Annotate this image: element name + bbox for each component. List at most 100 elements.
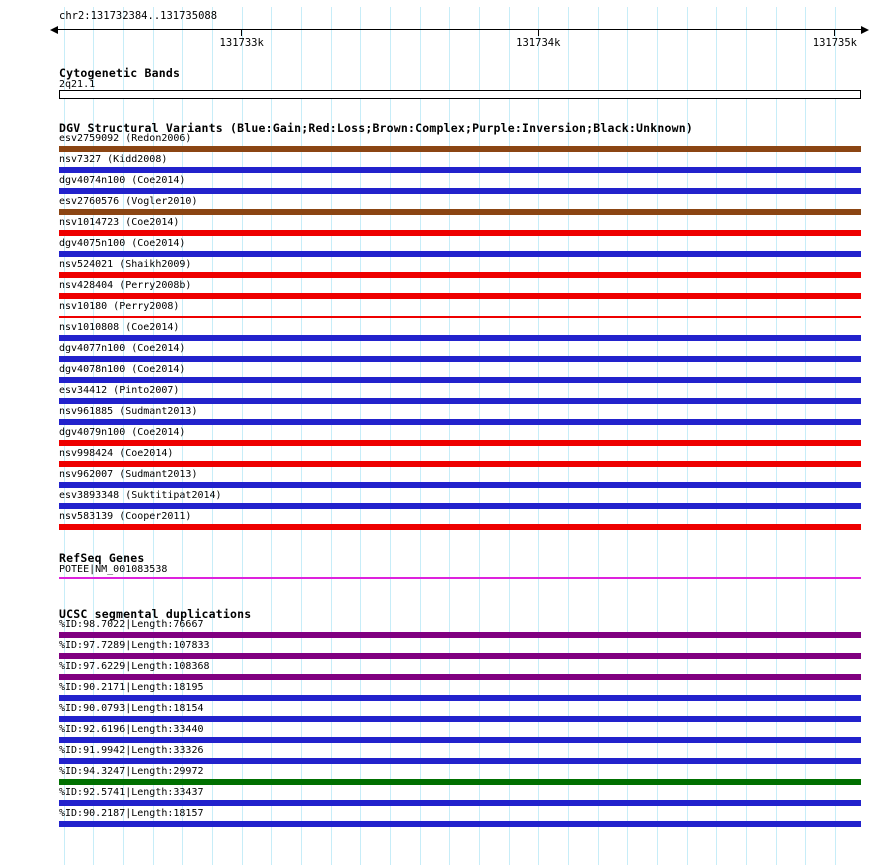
- segdup-feature-row: %ID:92.6196|Length:33440: [59, 724, 861, 745]
- dgv-feature-label[interactable]: dgv4075n100 (Coe2014): [59, 238, 186, 249]
- segdup-feature-bar[interactable]: [59, 695, 861, 701]
- dgv-feature-label[interactable]: nsv428404 (Perry2008b): [59, 280, 192, 291]
- dgv-feature-bar[interactable]: [59, 503, 861, 509]
- segdup-feature-label[interactable]: %ID:97.7289|Length:107833: [59, 640, 210, 651]
- dgv-feature-label[interactable]: esv3893348 (Suktitipat2014): [59, 490, 222, 501]
- dgv-feature-bar[interactable]: [59, 188, 861, 194]
- dgv-feature-bar[interactable]: [59, 316, 861, 318]
- dgv-feature-label[interactable]: nsv998424 (Coe2014): [59, 448, 174, 459]
- dgv-feature-label[interactable]: nsv7327 (Kidd2008): [59, 154, 168, 165]
- dgv-feature-bar[interactable]: [59, 230, 861, 236]
- gene-label[interactable]: POTEE|NM_001083538: [59, 564, 168, 575]
- dgv-feature-row: dgv4078n100 (Coe2014): [59, 364, 861, 385]
- dgv-feature-label[interactable]: esv34412 (Pinto2007): [59, 385, 180, 396]
- dgv-feature-bar[interactable]: [59, 461, 861, 467]
- dgv-feature-label[interactable]: esv2760576 (Vogler2010): [59, 196, 198, 207]
- segdup-feature-bar[interactable]: [59, 800, 861, 806]
- dgv-feature-bar[interactable]: [59, 419, 861, 425]
- gridline: [568, 7, 569, 865]
- gridline: [775, 7, 777, 865]
- segdup-feature-row: %ID:90.2171|Length:18195: [59, 682, 861, 703]
- segdup-feature-label[interactable]: %ID:94.3247|Length:29972: [59, 766, 204, 777]
- ruler-tick: [537, 29, 539, 36]
- segdup-feature-bar[interactable]: [59, 674, 861, 680]
- gridline: [597, 7, 599, 865]
- dgv-feature-label[interactable]: nsv962007 (Sudmant2013): [59, 469, 198, 480]
- segdup-feature-bar[interactable]: [59, 821, 861, 827]
- dgv-feature-row: nsv961885 (Sudmant2013): [59, 406, 861, 427]
- gridline: [241, 7, 243, 865]
- dgv-feature-bar[interactable]: [59, 272, 861, 278]
- segdup-feature-label[interactable]: %ID:97.6229|Length:108368: [59, 661, 210, 672]
- dgv-feature-label[interactable]: esv2759092 (Redon2006): [59, 133, 192, 144]
- gridline: [805, 7, 807, 865]
- dgv-feature-label[interactable]: nsv524021 (Shaikh2009): [59, 259, 192, 270]
- segdup-feature-bar[interactable]: [59, 758, 861, 764]
- dgv-feature-row: nsv998424 (Coe2014): [59, 448, 861, 469]
- dgv-feature-label[interactable]: nsv961885 (Sudmant2013): [59, 406, 198, 417]
- segdup-feature-bar[interactable]: [59, 653, 861, 659]
- segdup-feature-row: %ID:97.6229|Length:108368: [59, 661, 861, 682]
- dgv-feature-bar[interactable]: [59, 482, 861, 488]
- dgv-feature-bar[interactable]: [59, 167, 861, 173]
- gridline: [271, 7, 273, 865]
- segdup-feature-bar[interactable]: [59, 737, 861, 743]
- region-coordinates: chr2:131732384..131735088: [59, 10, 218, 22]
- gene-glyph[interactable]: [59, 577, 861, 579]
- dgv-feature-bar[interactable]: [59, 398, 861, 404]
- gridline: [686, 7, 688, 865]
- dgv-feature-bar[interactable]: [59, 146, 861, 152]
- dgv-feature-label[interactable]: nsv1014723 (Coe2014): [59, 217, 180, 228]
- dgv-feature-bar[interactable]: [59, 524, 861, 530]
- dgv-feature-label[interactable]: nsv10180 (Perry2008): [59, 301, 180, 312]
- cytoband-glyph[interactable]: [59, 90, 861, 99]
- segdup-feature-label[interactable]: %ID:91.9942|Length:33326: [59, 745, 204, 756]
- segdup-tracks: %ID:98.7022|Length:76667 %ID:97.7289|Leng…: [59, 619, 861, 829]
- gridline: [716, 7, 718, 865]
- dgv-feature-bar[interactable]: [59, 209, 861, 215]
- dgv-feature-row: dgv4075n100 (Coe2014): [59, 238, 861, 259]
- dgv-feature-label[interactable]: nsv1010808 (Coe2014): [59, 322, 180, 333]
- dgv-feature-bar[interactable]: [59, 440, 861, 446]
- gridline: [449, 7, 451, 865]
- dgv-feature-bar[interactable]: [59, 335, 861, 341]
- dgv-feature-label[interactable]: dgv4079n100 (Coe2014): [59, 427, 186, 438]
- ruler-tick-label: 131734k: [516, 37, 561, 49]
- segdup-section-title: UCSC segmental duplications: [59, 607, 252, 621]
- ruler-tick-label: 131735k: [812, 37, 858, 49]
- gridline: [479, 7, 480, 865]
- gridline: [656, 7, 658, 865]
- dgv-feature-row: esv2760576 (Vogler2010): [59, 196, 861, 217]
- segdup-feature-bar[interactable]: [59, 779, 861, 785]
- dgv-feature-bar[interactable]: [59, 356, 861, 362]
- dgv-feature-label[interactable]: nsv583139 (Cooper2011): [59, 511, 192, 522]
- dgv-feature-row: esv34412 (Pinto2007): [59, 385, 861, 406]
- dgv-feature-row: nsv10180 (Perry2008): [59, 301, 861, 322]
- segdup-feature-row: %ID:90.0793|Length:18154: [59, 703, 861, 724]
- dgv-feature-row: nsv583139 (Cooper2011): [59, 511, 861, 532]
- segdup-feature-label[interactable]: %ID:90.2187|Length:18157: [59, 808, 204, 819]
- gridline: [93, 7, 95, 865]
- segdup-feature-bar[interactable]: [59, 716, 861, 722]
- segdup-feature-label[interactable]: %ID:92.5741|Length:33437: [59, 787, 204, 798]
- gridline: [538, 7, 540, 865]
- gridline: [508, 7, 510, 865]
- ruler-right-arrow-icon: [861, 26, 869, 34]
- segdup-feature-label[interactable]: %ID:90.0793|Length:18154: [59, 703, 204, 714]
- dgv-feature-row: esv2759092 (Redon2006): [59, 133, 861, 154]
- segdup-feature-bar[interactable]: [59, 632, 861, 638]
- dgv-feature-bar[interactable]: [59, 377, 861, 383]
- cytoband-name: 2q21.1: [59, 79, 96, 90]
- segdup-feature-label[interactable]: %ID:90.2171|Length:18195: [59, 682, 204, 693]
- dgv-feature-label[interactable]: dgv4078n100 (Coe2014): [59, 364, 186, 375]
- dgv-feature-row: nsv524021 (Shaikh2009): [59, 259, 861, 280]
- dgv-feature-label[interactable]: dgv4074n100 (Coe2014): [59, 175, 186, 186]
- ruler-line[interactable]: [57, 29, 861, 30]
- dgv-feature-label[interactable]: dgv4077n100 (Coe2014): [59, 343, 186, 354]
- dgv-feature-bar[interactable]: [59, 251, 861, 257]
- gridline: [360, 7, 362, 865]
- dgv-feature-bar[interactable]: [59, 293, 861, 299]
- segdup-feature-label[interactable]: %ID:92.6196|Length:33440: [59, 724, 204, 735]
- segdup-feature-label[interactable]: %ID:98.7022|Length:76667: [59, 619, 204, 630]
- gridline: [301, 7, 302, 865]
